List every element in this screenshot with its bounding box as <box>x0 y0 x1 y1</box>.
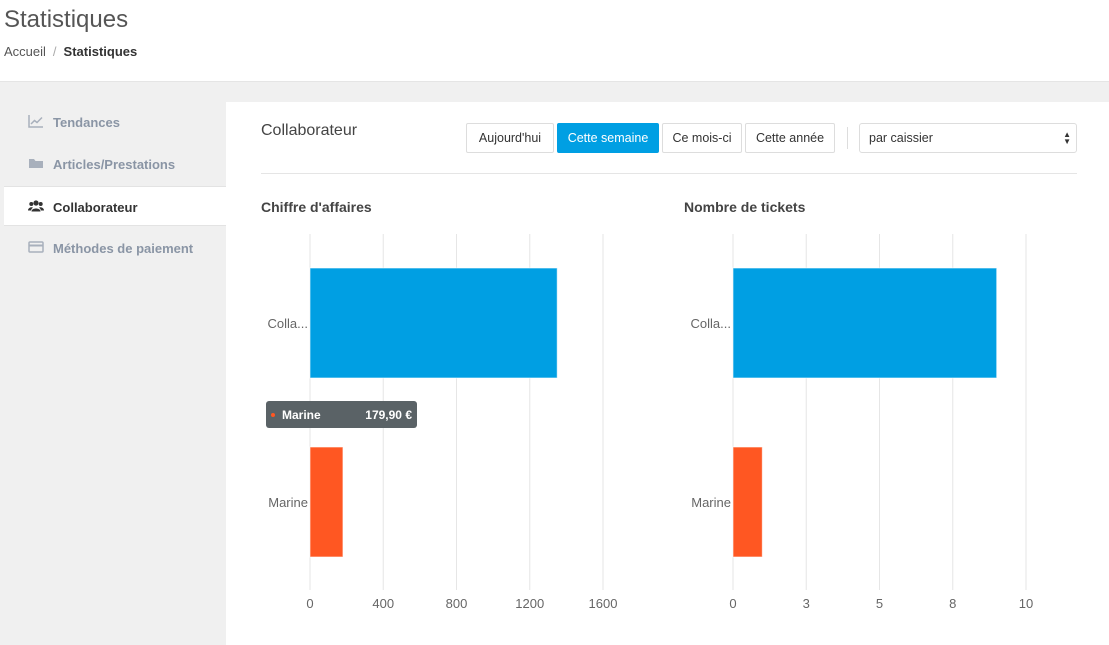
x-tick-label: 400 <box>372 596 394 611</box>
category-label: Colla... <box>268 316 308 331</box>
period-this-month-button[interactable]: Ce mois-ci <box>662 123 742 153</box>
sidebar-item-tendances[interactable]: Tendances <box>4 102 226 142</box>
section-divider <box>261 173 1077 174</box>
period-this-year-button[interactable]: Cette année <box>745 123 835 153</box>
line-chart-icon <box>28 114 44 128</box>
tooltip-background <box>266 401 417 428</box>
grouping-select[interactable]: par caissier ▲ ▼ <box>859 123 1077 153</box>
chart-tooltip: Marine 179,90 € <box>266 401 417 428</box>
bar-marine <box>309 446 344 558</box>
x-tick-label: 3 <box>803 596 810 611</box>
revenue-chart: 0 400 800 1200 1600 Colla... Marine Marine 179,9… <box>266 234 618 611</box>
x-tick-label: 8 <box>949 596 956 611</box>
chart-title-revenue: Chiffre d'affaires <box>261 199 372 215</box>
x-tick-label: 1200 <box>515 596 544 611</box>
page-header: Statistiques Accueil / Statistiques <box>0 0 1109 82</box>
credit-card-icon <box>28 240 44 254</box>
x-tick-label: 1600 <box>589 596 618 611</box>
breadcrumb-current: Statistiques <box>63 44 138 59</box>
sidebar-item-label: Méthodes de paiement <box>53 241 194 256</box>
x-tick-label: 800 <box>446 596 468 611</box>
category-label: Colla... <box>691 316 731 331</box>
x-tick-label: 5 <box>876 596 883 611</box>
chart-title-tickets: Nombre de tickets <box>684 199 806 215</box>
users-icon <box>28 199 44 213</box>
bar-marine <box>732 446 763 558</box>
tooltip-value: 179,90 € <box>365 408 412 422</box>
x-tick-label: 0 <box>306 596 313 611</box>
breadcrumb-home-link[interactable]: Accueil <box>4 44 46 59</box>
category-label: Marine <box>691 495 731 510</box>
grouping-select-value: par caissier <box>869 131 933 145</box>
breadcrumb-separator: / <box>52 44 57 59</box>
tooltip-series-dot <box>271 413 275 417</box>
sidebar-item-label: Collaborateur <box>53 200 138 215</box>
breadcrumb: Accueil / Statistiques <box>4 44 137 59</box>
toolbar-divider <box>847 127 848 149</box>
tooltip-label: Marine <box>282 408 321 422</box>
folder-icon <box>28 156 44 170</box>
period-today-button[interactable]: Aujourd'hui <box>466 123 554 153</box>
category-label: Marine <box>268 495 308 510</box>
section-title: Collaborateur <box>261 122 358 139</box>
x-tick-label: 10 <box>1019 596 1033 611</box>
bar-colla <box>309 267 558 379</box>
content-top-band <box>0 82 1109 102</box>
sidebar-item-label: Tendances <box>53 115 120 130</box>
x-tick-label: 0 <box>729 596 736 611</box>
bar-colla <box>732 267 998 379</box>
sidebar-item-methodes-paiement[interactable]: Méthodes de paiement <box>4 228 226 268</box>
sidebar-item-collaborateur[interactable]: Collaborateur <box>4 186 226 226</box>
page-title: Statistiques <box>4 6 129 33</box>
select-arrows-icon: ▲ ▼ <box>1063 130 1071 146</box>
sidebar-item-label: Articles/Prestations <box>53 157 176 172</box>
tickets-chart: 0 3 5 8 10 Colla... Marine <box>691 234 1033 611</box>
sidebar-item-articles[interactable]: Articles/Prestations <box>4 144 226 184</box>
sidebar: Tendances Articles/Prestations Collabora… <box>0 102 226 645</box>
period-this-week-button[interactable]: Cette semaine <box>557 123 659 153</box>
